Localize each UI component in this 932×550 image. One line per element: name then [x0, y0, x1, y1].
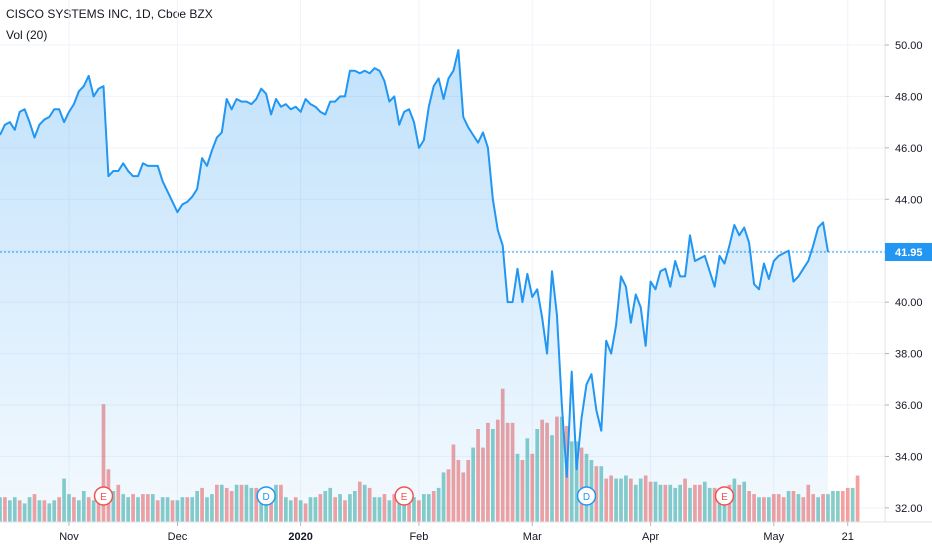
volume-label: Vol (20) — [6, 28, 48, 42]
volume-bar — [855, 475, 860, 522]
last-price-tag — [885, 243, 932, 261]
y-tick-label: 48.00 — [895, 91, 923, 103]
x-tick-label: Apr — [642, 531, 659, 543]
y-tick-label: 46.00 — [895, 143, 923, 155]
x-tick-label: May — [763, 531, 784, 543]
y-tick-label: 38.00 — [895, 349, 923, 361]
x-tick-label: Dec — [168, 531, 188, 543]
x-tick-label: 2020 — [288, 531, 312, 543]
earnings-marker: E — [394, 486, 414, 506]
dividend-marker: D — [576, 486, 597, 506]
y-tick-label: 44.00 — [895, 194, 923, 206]
price-line — [0, 49, 829, 478]
earnings-marker: E — [93, 486, 114, 506]
y-tick-label: 40.00 — [895, 297, 923, 309]
svg-text:E: E — [721, 492, 728, 503]
volume-bar — [836, 491, 840, 522]
svg-text:E: E — [401, 492, 408, 503]
y-tick-label: 36.00 — [895, 400, 923, 412]
x-tick-label: 21 — [842, 531, 854, 543]
volume-bar — [850, 487, 855, 522]
price-area — [0, 50, 828, 522]
svg-text:E: E — [100, 492, 107, 503]
y-tick-label: 34.00 — [895, 451, 923, 463]
dividend-marker: D — [256, 486, 276, 506]
svg-text:D: D — [263, 492, 270, 503]
y-tick-label: 32.00 — [895, 503, 923, 515]
last-price-value: 41.95 — [895, 247, 923, 259]
volume-bar — [831, 491, 835, 522]
last-price-label: 41.95 — [885, 243, 932, 261]
x-tick-label: Mar — [523, 531, 542, 543]
x-tick-label: Nov — [59, 531, 79, 543]
volume-bar — [840, 491, 845, 522]
svg-text:D: D — [583, 492, 590, 503]
price-axis[interactable]: 32.0034.0036.0038.0040.0042.0044.0046.00… — [885, 40, 923, 515]
x-tick-label: Feb — [409, 531, 428, 543]
time-axis[interactable]: Nov Dec 2020 Feb Mar Apr May 21 — [59, 522, 854, 543]
volume-bar — [845, 487, 850, 522]
y-tick-label: 50.00 — [895, 40, 923, 52]
chart-title: CISCO SYSTEMS INC, 1D, Cboe BZX — [6, 7, 213, 21]
earnings-marker: E — [714, 486, 735, 506]
